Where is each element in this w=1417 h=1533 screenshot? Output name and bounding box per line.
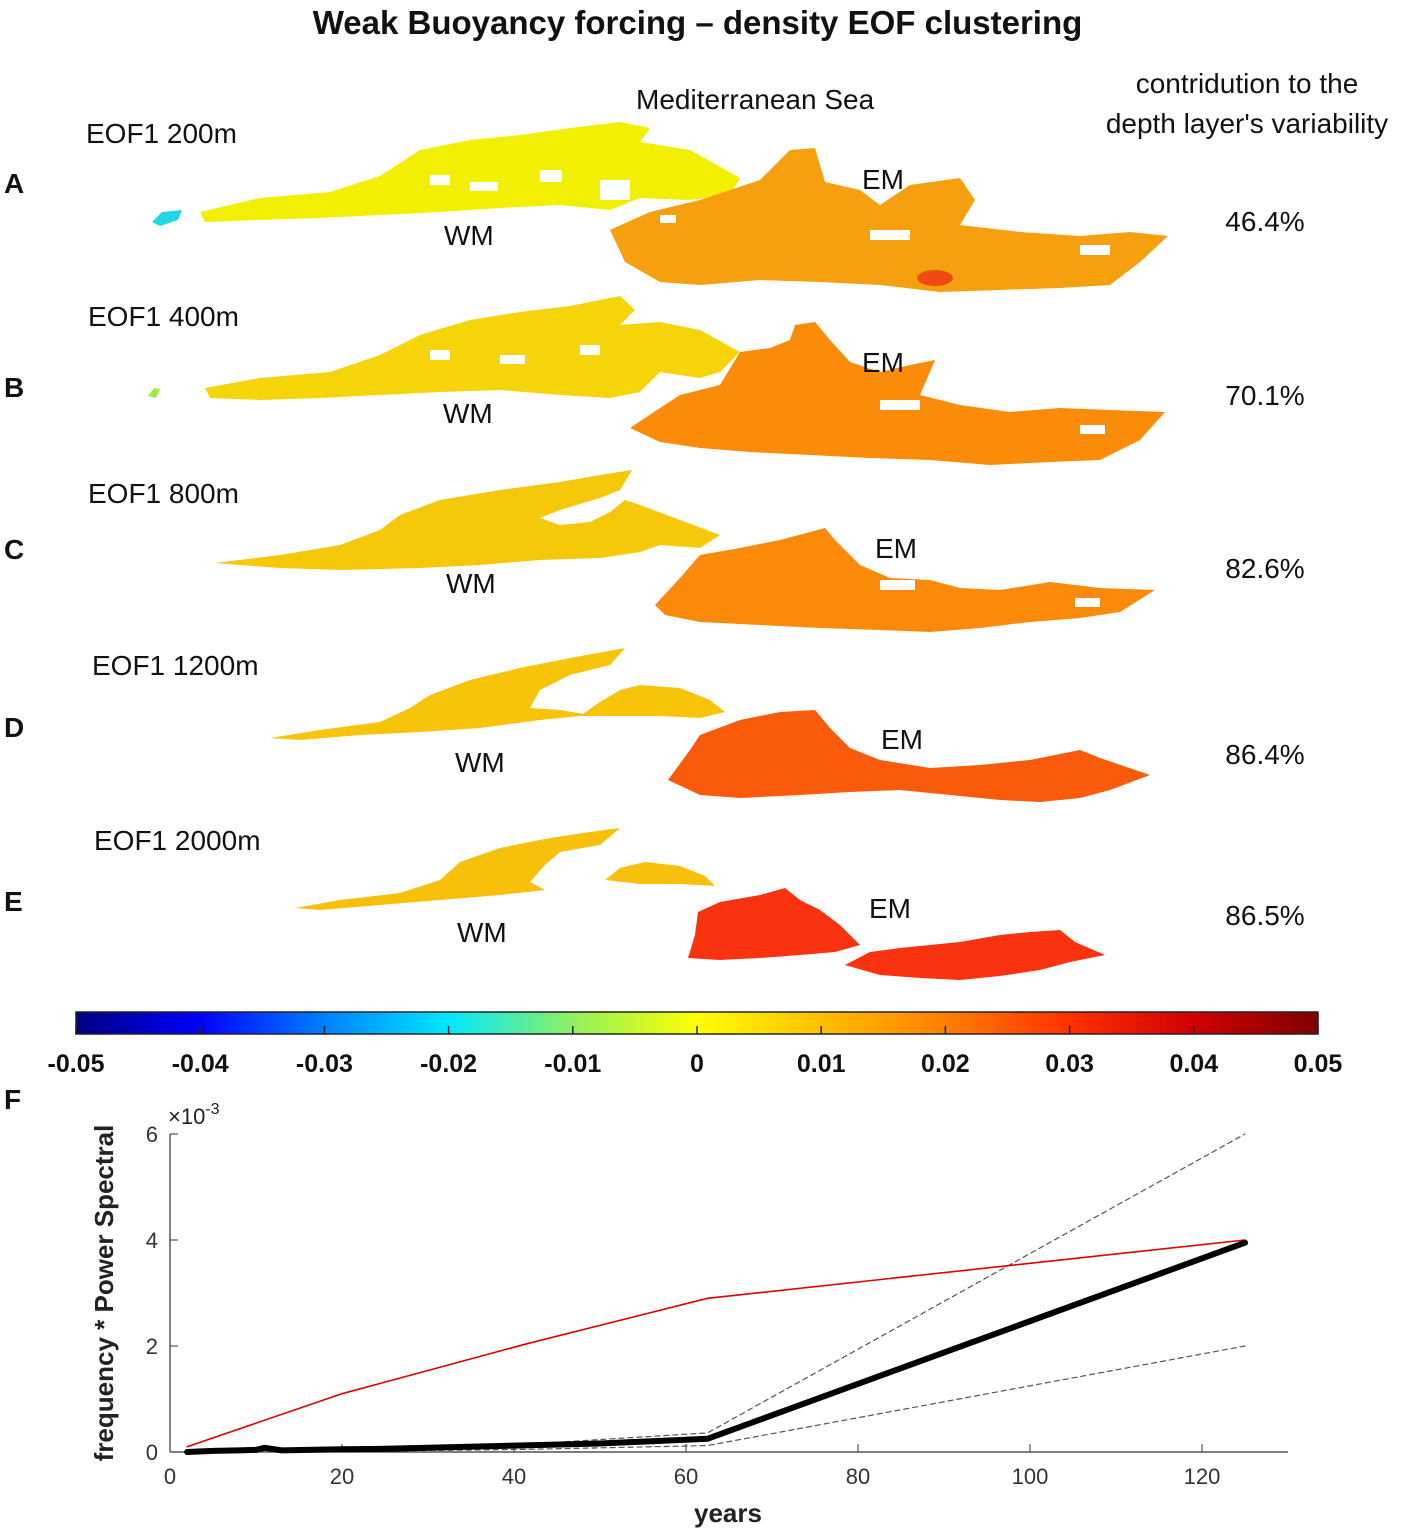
panel-b-wm-basin (205, 296, 740, 400)
y-axis-label: frequency * Power Spectral (89, 1125, 119, 1462)
panel-b-depth-label: EOF1 400m (88, 301, 239, 332)
panel-e-wm-basin-2 (605, 862, 715, 886)
panel-c-em-label: EM (875, 533, 917, 564)
panel-e-em-basin-east (845, 930, 1105, 980)
colorbar-tick-label: -0.05 (47, 1050, 105, 1078)
x-axis-label: years (694, 1498, 762, 1528)
panel-c-depth-label: EOF1 800m (88, 478, 239, 509)
series-red-noise (186, 1239, 1246, 1448)
colorbar-tick-label: 0.02 (921, 1050, 970, 1078)
panel-d-map (270, 648, 1150, 802)
y-tick-label: 4 (146, 1228, 158, 1253)
panel-e-wm-basin (295, 828, 620, 910)
colorbar-tick-marks (75, 1026, 1319, 1034)
x-tick-label: 100 (1012, 1464, 1049, 1489)
colorbar-tick-label: 0.05 (1293, 1050, 1343, 1078)
x-tick-label: 80 (846, 1464, 870, 1489)
panel-c-wm-basin (215, 470, 720, 570)
colorbar-tick-label: 0.04 (1169, 1050, 1219, 1078)
panel-a-em-basin (610, 148, 1168, 292)
y-exponent-label: ×10-3 (168, 1101, 220, 1129)
panel-c-wm-label: WM (446, 568, 496, 599)
panel-a-outlier-patch (152, 210, 182, 226)
colorbar-tick-label: 0.03 (1045, 1050, 1094, 1078)
y-tick-label: 0 (146, 1440, 158, 1465)
y-tick-label: 2 (146, 1334, 158, 1359)
series-spectrum (184, 1239, 1248, 1455)
figure-title: Weak Buoyancy forcing – density EOF clus… (312, 4, 1083, 41)
panel-e-depth-label: EOF1 2000m (94, 825, 261, 856)
panel-f-letter: F (4, 1084, 22, 1115)
x-tick-label: 0 (164, 1464, 176, 1489)
y-exponent-power: -3 (205, 1101, 219, 1118)
y-exponent-base: ×10 (168, 1104, 205, 1129)
panel-b-contribution: 70.1% (1225, 380, 1305, 411)
panel-d-depth-label: EOF1 1200m (92, 650, 259, 681)
panel-b-letter: B (4, 372, 25, 403)
panel-e-em-basin-west (688, 888, 860, 960)
panel-a-letter: A (4, 168, 25, 199)
colorbar (75, 1011, 1319, 1035)
panel-e-letter: E (4, 886, 23, 917)
chart-series (184, 1133, 1248, 1455)
x-tick-label: 60 (674, 1464, 698, 1489)
panel-d-letter: D (4, 712, 25, 743)
contribution-header-line-1: contridution to the (1135, 68, 1359, 99)
x-tick-label: 20 (330, 1464, 354, 1489)
contribution-header: contridution to the depth layer's variab… (1082, 64, 1412, 144)
panel-d-em-label: EM (881, 724, 923, 755)
panel-d-contribution: 86.4% (1225, 739, 1305, 770)
map-panels (148, 122, 1168, 980)
panel-a-map (152, 122, 1168, 292)
colorbar-tick-label: -0.02 (420, 1050, 478, 1078)
panel-a-depth-label: EOF1 200m (86, 118, 237, 149)
panel-c-contribution: 82.6% (1225, 553, 1305, 584)
panel-c-letter: C (4, 534, 25, 565)
x-tick-label: 120 (1184, 1464, 1221, 1489)
panel-e-map (295, 828, 1105, 980)
x-tick-label: 40 (502, 1464, 526, 1489)
colorbar-tick-label: -0.01 (544, 1050, 602, 1078)
panel-e-wm-label: WM (457, 917, 507, 948)
panel-a-wm-label: WM (444, 220, 494, 251)
y-tick-label: 6 (146, 1122, 158, 1147)
panel-d-wm-basin (270, 648, 625, 740)
panel-b-em-label: EM (862, 347, 904, 378)
sea-title: Mediterranean Sea (636, 84, 875, 115)
colorbar-tick-label: 0.01 (796, 1050, 846, 1078)
panel-d-wm-basin-2 (580, 685, 725, 718)
panel-b-map (148, 296, 1165, 465)
chart-axes: 0 20 40 60 80 100 120 0 2 4 6 (146, 1122, 1288, 1489)
contribution-header-line-2: depth layer's variability (1105, 108, 1389, 139)
series-upper-bound (186, 1133, 1246, 1453)
panel-c-map (215, 470, 1155, 632)
colorbar-tick-label: -0.03 (295, 1050, 353, 1078)
colorbar-tick-label: -0.04 (171, 1050, 229, 1078)
panel-b-em-basin (630, 322, 1165, 465)
panel-d-wm-label: WM (455, 747, 505, 778)
panel-a-contribution: 46.4% (1225, 206, 1305, 237)
panel-e-contribution: 86.5% (1225, 900, 1305, 931)
panel-b-outlier-patch (148, 388, 160, 398)
panel-d-em-basin (668, 710, 1150, 802)
panel-e-em-label: EM (869, 893, 911, 924)
panel-a-em-label: EM (862, 164, 904, 195)
panel-a-hotspot (917, 270, 953, 286)
panel-b-wm-label: WM (443, 398, 493, 429)
colorbar-tick-label: 0 (690, 1050, 704, 1078)
